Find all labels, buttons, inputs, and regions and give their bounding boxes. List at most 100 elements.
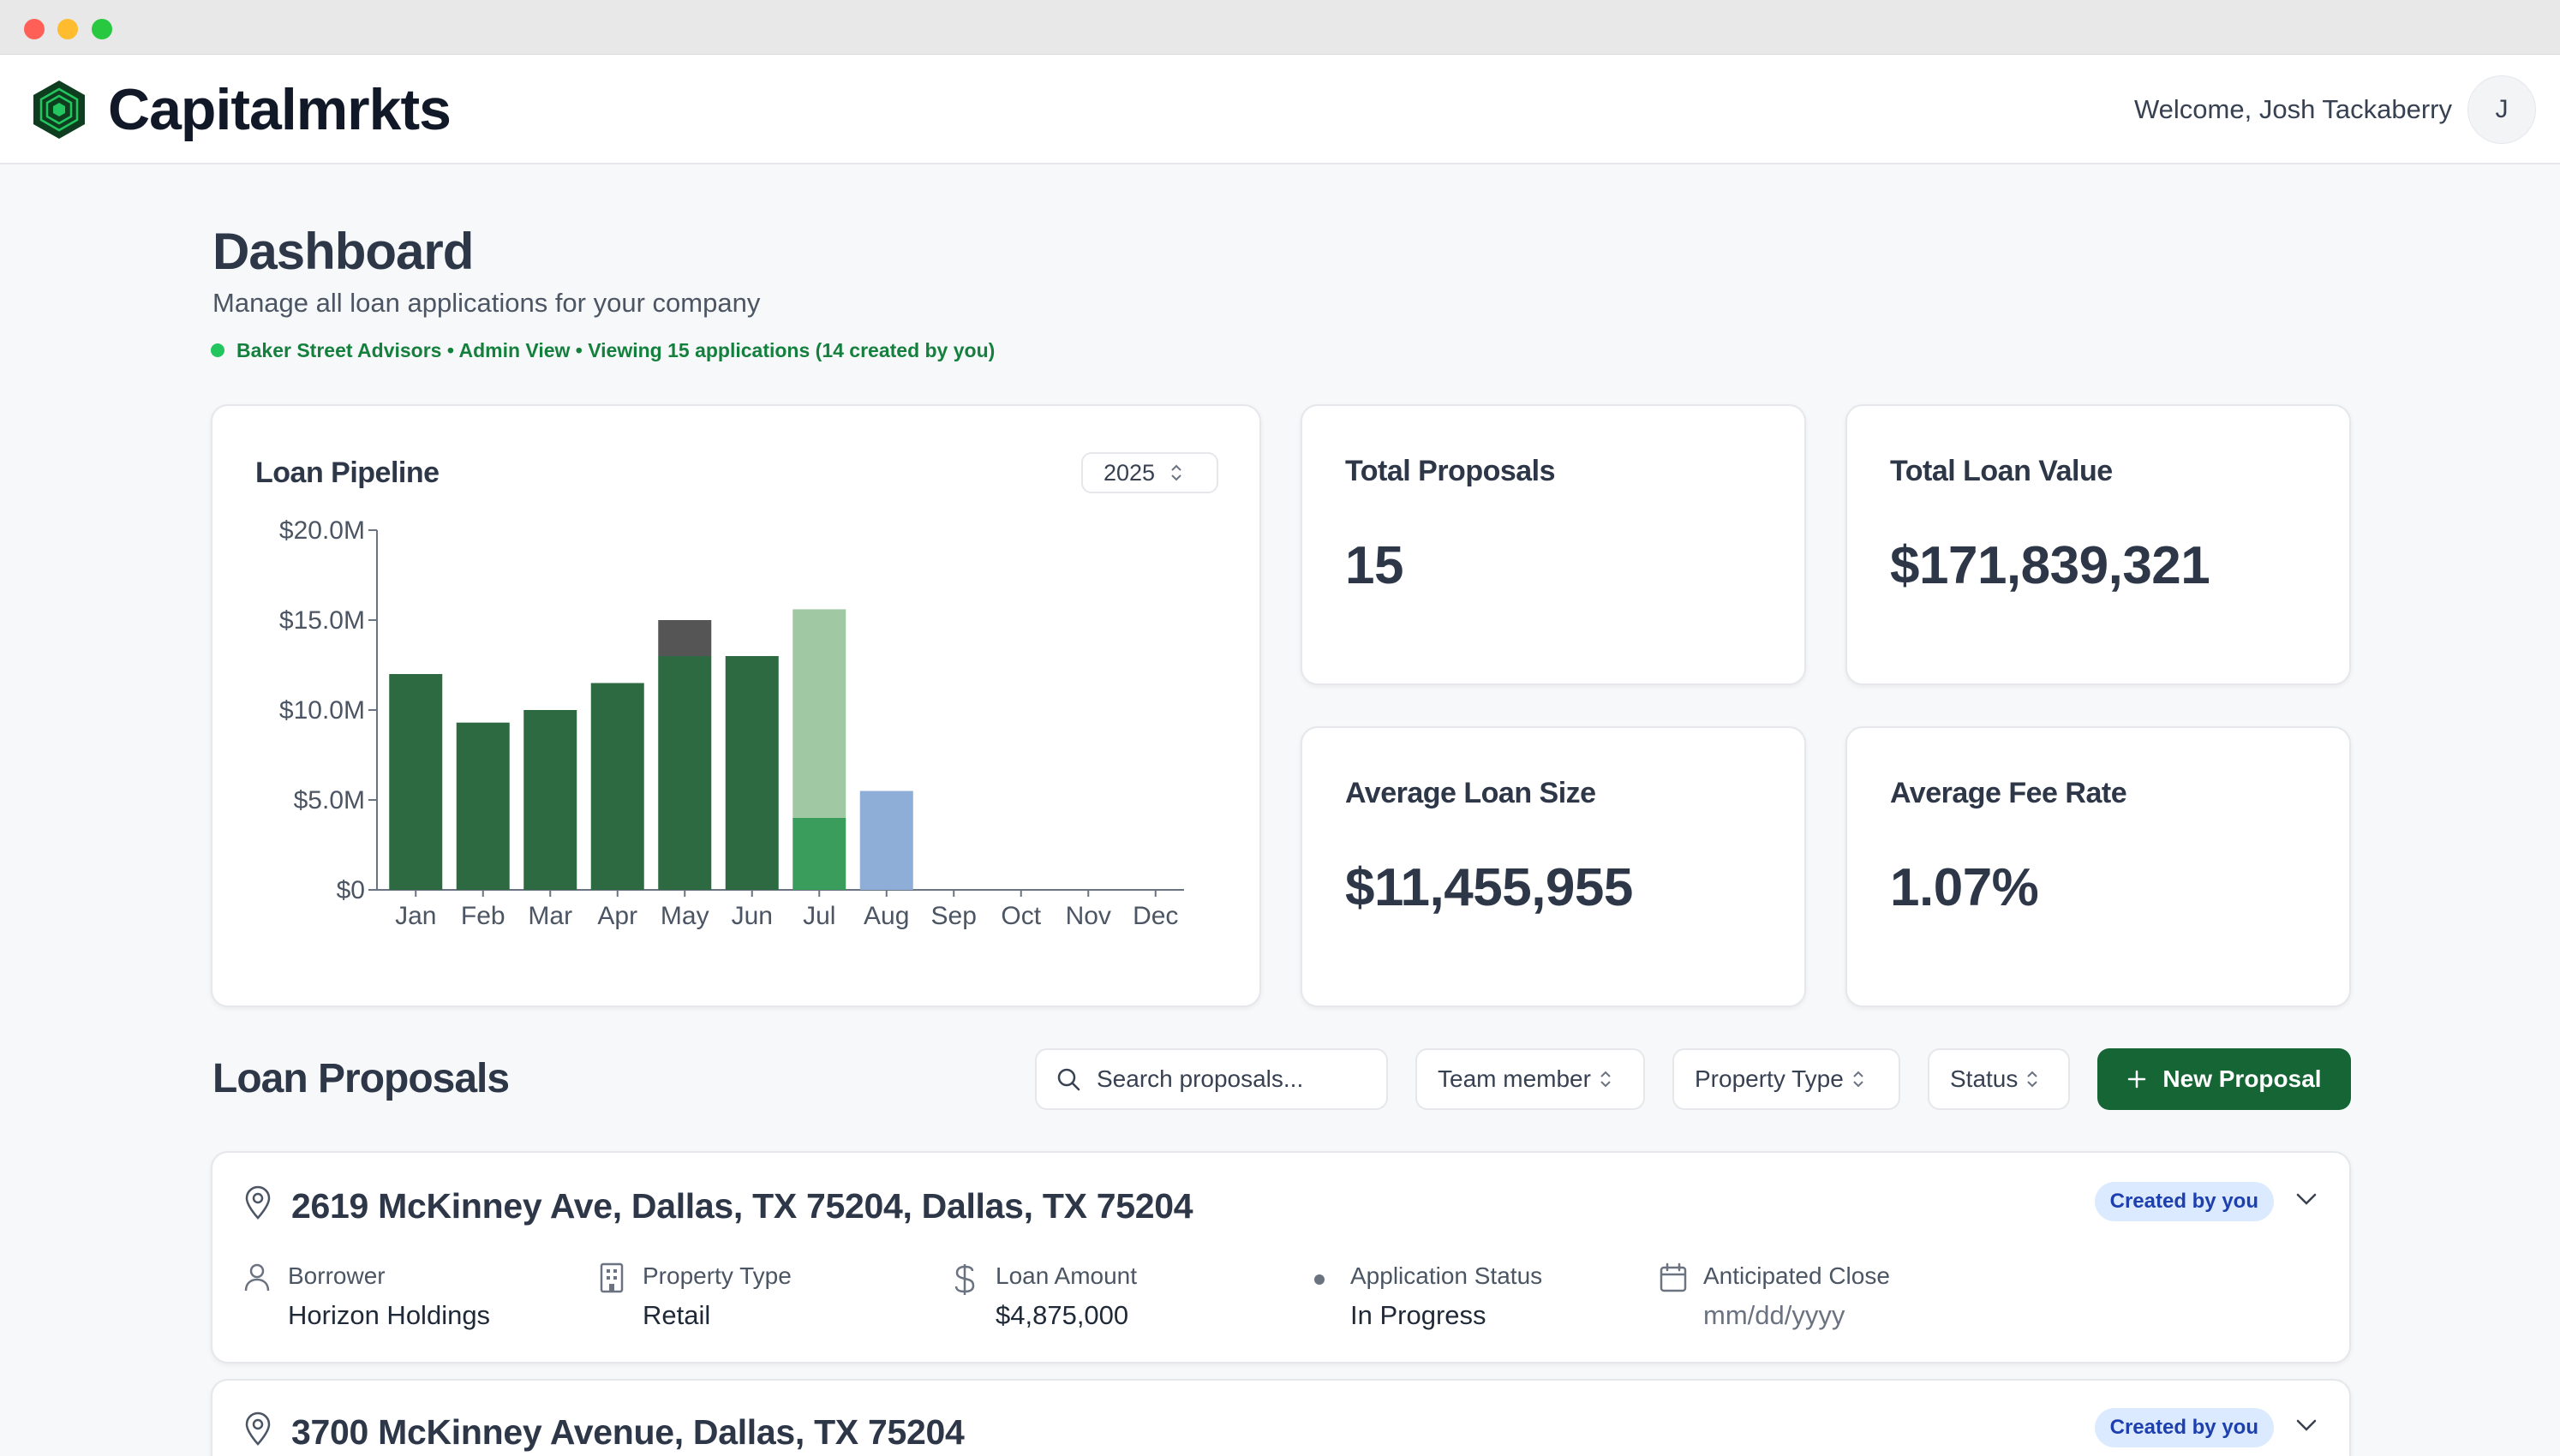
field-value: Horizon Holdings [288,1300,491,1330]
welcome-text: Welcome, Josh Tackaberry [2133,94,2452,124]
window-minimize-button[interactable] [57,19,78,39]
chevron-up-down-icon [2027,1071,2038,1088]
x-tick-label: Mar [528,902,572,930]
created-by-you-badge: Created by you [2094,1408,2274,1447]
created-by-you-badge: Created by you [2094,1182,2274,1221]
property-type-filter[interactable]: Property Type [1672,1048,1900,1110]
status-dot-icon [1314,1274,1325,1285]
bar-may-closed [658,656,712,890]
field-label: Borrower [288,1262,386,1289]
user-avatar[interactable]: J [2467,75,2536,144]
bar-aug-pending [859,791,913,890]
window-close-button[interactable] [24,19,45,39]
loan-pipeline-card: Loan Pipeline 2025 $0 $5.0M $10.0M $15.0M $2… [211,404,1261,1007]
field-label: Loan Amount [996,1262,1138,1289]
close-date-input[interactable]: mm/dd/yyyy [1703,1300,1845,1330]
x-tick-label: Jan [395,902,436,930]
context-line: Baker Street Advisors • Admin View • Vie… [211,337,995,363]
chart-title: Loan Pipeline [255,456,440,489]
proposal-card[interactable]: 3700 McKinney Avenue, Dallas, TX 75204 C… [211,1379,2351,1456]
context-text: Baker Street Advisors • Admin View • Vie… [236,339,996,361]
y-tick-label: $0 [337,876,365,904]
map-pin-icon [245,1411,271,1446]
x-tick-label: Feb [461,902,505,930]
search-icon [1057,1068,1080,1091]
stat-title: Average Fee Rate [1890,777,2127,809]
chevron-up-down-icon [1853,1071,1863,1088]
field-label: Property Type [643,1262,792,1289]
status-dot-icon [211,343,224,357]
window-titlebar [0,0,2560,55]
search-box[interactable] [1035,1048,1388,1110]
average-fee-rate-card: Average Fee Rate 1.07% [1845,726,2351,1007]
team-member-filter[interactable]: Team member [1415,1048,1645,1110]
y-tick-label: $5.0M [294,786,365,815]
page-subtitle: Manage all loan applications for your co… [212,288,761,318]
stat-value: 15 [1345,536,1403,595]
x-tick-label: Jul [803,902,835,930]
new-proposal-button[interactable]: New Proposal [2097,1048,2351,1110]
stat-value: $11,455,955 [1345,858,1633,917]
app-header: Capitalmrkts Welcome, Josh Tackaberry J [0,55,2560,164]
proposal-address[interactable]: 2619 McKinney Ave, Dallas, TX 75204, Dal… [291,1186,1193,1226]
x-tick-label: Jun [732,902,773,930]
loan-proposals-title: Loan Proposals [212,1056,510,1101]
x-tick-label: Dec [1133,902,1178,930]
stat-title: Total Proposals [1345,455,1556,487]
x-tick-label: Apr [597,902,637,930]
dollar-icon [954,1264,975,1295]
year-select[interactable]: 2025 [1081,452,1218,493]
field-value: In Progress [1350,1300,1486,1330]
total-proposals-card: Total Proposals 15 [1301,404,1806,685]
bar-feb-closed [456,722,510,890]
calendar-icon [1660,1262,1687,1292]
building-icon [600,1262,624,1293]
filter-label: Status [1950,1065,2019,1092]
loan-pipeline-chart: $0 $5.0M $10.0M $15.0M $20.0M Jan Feb Mar Apr May… [279,517,1184,930]
stat-value: $171,839,321 [1890,536,2210,595]
x-tick-label: Oct [1001,902,1041,930]
bar-jun-closed [725,656,779,890]
field-value: $4,875,000 [996,1300,1129,1330]
total-loan-value-card: Total Loan Value $171,839,321 [1845,404,2351,685]
brand-name[interactable]: Capitalmrkts [108,77,452,142]
x-tick-label: Aug [864,902,909,930]
logo-icon[interactable] [31,79,87,140]
page-title: Dashboard [212,223,474,280]
stat-value: 1.07% [1890,858,2039,917]
bar-may-other [658,620,712,656]
year-select-value: 2025 [1104,459,1156,486]
average-loan-size-card: Average Loan Size $11,455,955 [1301,726,1806,1007]
bar-apr-closed [590,683,644,890]
bar-jul-closing [793,818,846,890]
proposal-card[interactable]: 2619 McKinney Ave, Dallas, TX 75204, Dal… [211,1151,2351,1364]
bar-jul-in-progress [793,609,846,818]
x-tick-label: Nov [1066,902,1111,930]
stat-title: Average Loan Size [1345,777,1596,809]
chevron-up-down-icon [1171,464,1181,481]
filter-label: Team member [1438,1065,1591,1092]
x-tick-label: May [661,902,709,930]
bar-mar-closed [523,710,577,890]
status-filter[interactable]: Status [1928,1048,2070,1110]
y-tick-label: $20.0M [279,517,365,545]
new-proposal-label: New Proposal [2162,1065,2322,1092]
chevron-down-icon[interactable] [2294,1417,2318,1434]
field-label: Application Status [1350,1262,1543,1289]
stat-title: Total Loan Value [1890,455,2113,487]
field-label: Anticipated Close [1703,1262,1890,1289]
user-icon [244,1263,270,1292]
window-zoom-button[interactable] [92,19,112,39]
bar-jan-closed [389,674,443,890]
x-tick-label: Sep [931,902,977,930]
chevron-down-icon[interactable] [2294,1190,2318,1208]
y-tick-label: $15.0M [279,606,365,635]
field-value: Retail [643,1300,711,1330]
filter-label: Property Type [1695,1065,1844,1092]
map-pin-icon [245,1185,271,1220]
search-input[interactable] [1097,1065,1371,1093]
plus-icon [2128,1070,2146,1089]
proposal-address[interactable]: 3700 McKinney Avenue, Dallas, TX 75204 [291,1412,965,1452]
y-tick-label: $10.0M [279,696,365,725]
chevron-up-down-icon [1600,1071,1611,1088]
